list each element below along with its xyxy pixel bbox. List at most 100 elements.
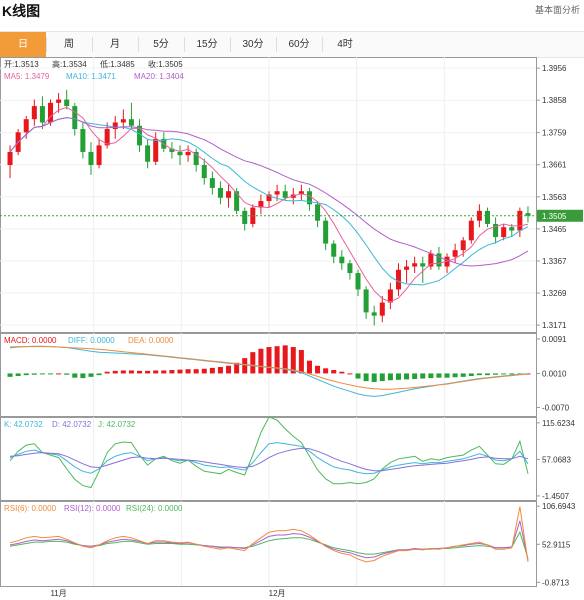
macd-bar (339, 371, 345, 374)
macd-bar (250, 352, 256, 374)
tab-3[interactable]: 5分 (153, 39, 169, 50)
macd-bar (177, 369, 183, 374)
macd-bar (282, 345, 288, 374)
dea-line (9, 346, 529, 390)
macd-bar (96, 373, 102, 376)
macd-bar (217, 367, 223, 374)
macd-bar (404, 373, 410, 380)
y-tick-label: 1.3661 (542, 161, 567, 170)
macd-bar (64, 373, 70, 375)
macd-bar (379, 373, 385, 382)
macd-y-tick-label: 0.0010 (542, 369, 567, 378)
y-tick-label: 1.3563 (542, 193, 567, 202)
candle-body (226, 191, 232, 198)
macd-bar (501, 373, 507, 375)
candle-body (387, 289, 393, 303)
y-tick-label: 1.3465 (542, 225, 567, 234)
macd-bar (452, 373, 458, 378)
rsi6-line (9, 506, 529, 563)
candle-body (274, 191, 280, 195)
tab-2[interactable]: 月 (110, 39, 120, 50)
ma20-line (9, 117, 529, 267)
ma10-line (9, 117, 529, 286)
candle-body (355, 273, 361, 290)
close-label: 收:1.3505 (148, 59, 183, 69)
candle-body (104, 129, 110, 146)
tab-0[interactable]: 日 (0, 32, 46, 57)
k-line (9, 442, 529, 475)
dea-label: DEA: 0.0000 (128, 336, 174, 345)
macd-y-tick-label: 0.0091 (542, 335, 567, 344)
candle-body (501, 227, 507, 238)
tab-4[interactable]: 15分 (196, 39, 218, 50)
tab-separator (46, 37, 47, 52)
tab-separator (184, 37, 185, 52)
macd-bar (258, 348, 264, 374)
k-label: K: 42.0732 (4, 420, 43, 429)
fundamental-analysis-link[interactable]: 基本面分析 (534, 5, 580, 15)
macd-bar (412, 373, 418, 379)
macd-bar (290, 347, 296, 374)
candle-body (436, 253, 442, 267)
candle-body (323, 220, 329, 244)
candle-body (266, 194, 272, 202)
macd-label: MACD: 0.0000 (4, 336, 57, 345)
top-bar: K线图 基本面分析 (0, 0, 584, 22)
macd-bar (363, 373, 369, 382)
macd-bar (145, 370, 151, 374)
macd-bar (39, 373, 45, 375)
candle-body (39, 106, 45, 123)
last-price-label: 1.3505 (542, 212, 567, 221)
tab-separator (276, 37, 277, 52)
candle-body (169, 148, 175, 152)
macd-bar (209, 367, 215, 374)
candle-body (137, 125, 143, 146)
rsi-y-tick-label: 106.6943 (542, 502, 576, 511)
d-line (9, 447, 529, 472)
macd-bar (128, 370, 134, 374)
tab-1[interactable]: 周 (64, 39, 74, 50)
macd-bar (315, 365, 321, 374)
x-axis-label: 11月 (50, 589, 66, 598)
macd-bar (274, 346, 280, 374)
candle-body (484, 210, 491, 224)
tab-5[interactable]: 30分 (242, 39, 264, 50)
candle-body (112, 122, 118, 130)
macd-bar (112, 370, 118, 374)
candle-body (234, 191, 240, 211)
macd-bar (104, 371, 110, 374)
tab-separator (230, 37, 231, 52)
candle-body (217, 187, 223, 198)
kdj-y-tick-label: 115.6234 (542, 419, 575, 428)
y-tick-label: 1.3171 (542, 321, 567, 330)
tab-separator (92, 37, 93, 52)
candle-body (201, 165, 207, 179)
macd-bar (193, 369, 199, 374)
macd-bar (185, 369, 191, 374)
candle-body (493, 223, 499, 238)
candle-body (64, 99, 70, 107)
rsi6-label: RSI(6): 0.0000 (4, 504, 57, 513)
rsi-y-tick-label: 52.9115 (542, 540, 571, 549)
page-title: K线图 (2, 3, 41, 19)
candle-body (31, 106, 37, 120)
macd-bar (395, 373, 401, 380)
macd-bar (7, 373, 13, 377)
candle-body (306, 191, 312, 205)
macd-bar (420, 373, 426, 379)
macd-bar (80, 373, 86, 379)
macd-bar (31, 373, 37, 375)
candle-body (120, 119, 126, 123)
candle-body (404, 266, 410, 270)
candle-body (371, 312, 377, 316)
tab-7[interactable]: 4时 (337, 39, 353, 50)
candle-body (185, 151, 191, 156)
tab-6[interactable]: 60分 (288, 39, 310, 50)
macd-bar (428, 373, 434, 379)
low-label: 低:1.3485 (100, 59, 135, 69)
ma5-label: MA5: 1.3479 (4, 72, 50, 81)
j-line (9, 416, 529, 489)
macd-bar (355, 373, 361, 379)
macd-bar (298, 350, 304, 374)
candle-body (96, 145, 102, 166)
